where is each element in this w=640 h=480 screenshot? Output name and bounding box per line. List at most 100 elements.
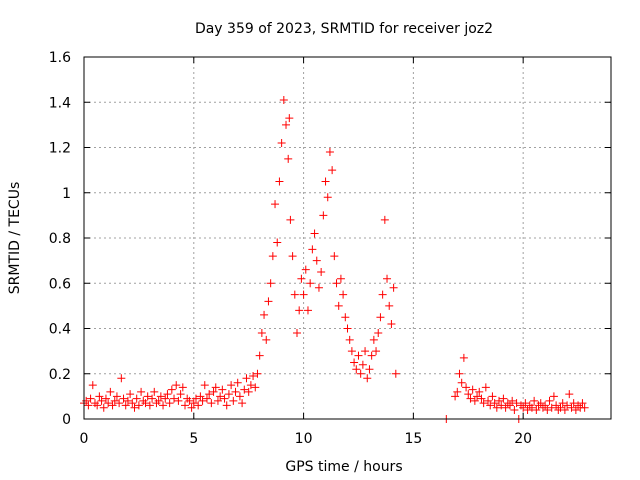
data-point <box>354 351 363 360</box>
data-point <box>538 403 547 412</box>
data-point <box>106 387 115 396</box>
data-point <box>455 369 464 378</box>
data-point <box>119 394 128 403</box>
data-point <box>145 401 154 410</box>
data-point <box>284 154 293 163</box>
data-point <box>358 360 367 369</box>
data-point <box>288 252 297 261</box>
data-point <box>139 396 148 405</box>
data-point <box>176 390 185 399</box>
data-point <box>574 401 583 410</box>
data-point <box>218 385 227 394</box>
data-point <box>523 405 532 414</box>
data-point <box>347 347 356 356</box>
data-point <box>308 245 317 254</box>
data-point <box>372 347 381 356</box>
data-point <box>341 313 350 322</box>
data-point <box>330 252 339 261</box>
data-point <box>123 396 132 405</box>
data-point <box>290 290 299 299</box>
data-point <box>552 401 561 410</box>
data-point <box>556 403 565 412</box>
data-point <box>468 385 477 394</box>
data-point <box>262 335 271 344</box>
data-point <box>361 347 370 356</box>
data-point <box>231 387 240 396</box>
axis-ticks <box>83 56 611 420</box>
data-point <box>295 306 304 315</box>
x-tick-label: 20 <box>514 431 532 447</box>
data-point <box>178 383 187 392</box>
data-point <box>167 385 176 394</box>
data-point <box>97 396 106 405</box>
y-tick-labels: 0 0.2 0.4 0.6 0.8 1 1.2 1.4 1.6 <box>49 50 71 428</box>
data-point <box>112 392 121 401</box>
data-point <box>207 399 216 408</box>
data-point <box>86 394 95 403</box>
data-point <box>257 329 266 338</box>
data-point <box>501 403 510 412</box>
data-point <box>473 392 482 401</box>
data-point <box>391 369 400 378</box>
data-point <box>530 396 539 405</box>
data-point <box>560 405 569 414</box>
data-point <box>213 396 222 405</box>
data-point <box>292 329 301 338</box>
data-point <box>336 274 345 283</box>
data-point <box>527 403 536 412</box>
data-point <box>242 374 251 383</box>
data-point <box>156 392 165 401</box>
y-tick-label: 1 <box>62 186 71 202</box>
data-point <box>484 396 493 405</box>
data-point <box>387 319 396 328</box>
data-point <box>137 387 146 396</box>
data-point <box>580 403 589 412</box>
data-point <box>303 306 312 315</box>
y-tick-label: 0.8 <box>49 231 71 247</box>
data-point <box>571 405 580 414</box>
data-point <box>286 215 295 224</box>
data-point <box>486 401 495 410</box>
data-point <box>148 394 157 403</box>
data-point <box>154 396 163 405</box>
data-point <box>93 401 102 410</box>
data-point <box>165 399 174 408</box>
data-point <box>268 252 277 261</box>
data-point <box>134 401 143 410</box>
x-axis-label: GPS time / hours <box>285 459 402 475</box>
data-point <box>541 401 550 410</box>
data-point <box>459 353 468 362</box>
data-point <box>356 369 365 378</box>
data-point <box>185 396 194 405</box>
x-tick-label: 0 <box>80 431 89 447</box>
data-point <box>332 279 341 288</box>
data-point <box>209 387 218 396</box>
data-point <box>488 392 497 401</box>
data-point <box>253 369 262 378</box>
data-point <box>334 301 343 310</box>
data-point <box>464 390 473 399</box>
data-point <box>470 396 479 405</box>
chart-title: Day 359 of 2023, SRMTID for receiver joz… <box>195 21 493 37</box>
data-point <box>525 401 534 410</box>
data-point <box>110 396 119 405</box>
data-point <box>126 390 135 399</box>
data-point <box>159 401 168 410</box>
data-point <box>578 399 587 408</box>
data-point <box>453 387 462 396</box>
data-point <box>345 335 354 344</box>
y-tick-label: 1.2 <box>49 141 71 157</box>
data-point <box>99 403 108 412</box>
data-point <box>558 399 567 408</box>
data-point <box>317 267 326 276</box>
y-tick-label: 1.6 <box>49 50 71 66</box>
data-point <box>328 166 337 175</box>
data-point <box>499 394 508 403</box>
data-point <box>238 399 247 408</box>
data-point <box>567 403 576 412</box>
data-point <box>369 335 378 344</box>
data-point <box>306 279 315 288</box>
data-point <box>457 378 466 387</box>
data-point <box>170 394 179 403</box>
